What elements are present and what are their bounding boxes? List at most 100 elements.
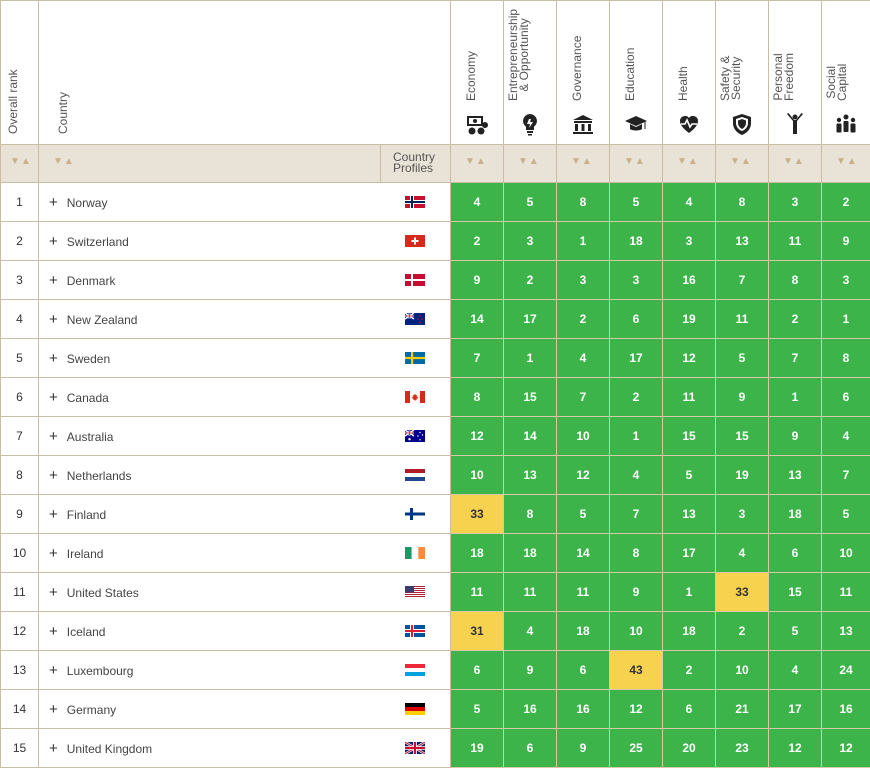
country-profile-cell[interactable] xyxy=(381,534,451,573)
country-cell[interactable]: + Ireland xyxy=(39,534,381,573)
country-profile-cell[interactable] xyxy=(381,573,451,612)
country-name[interactable]: United Kingdom xyxy=(67,742,152,756)
country-cell[interactable]: + New Zealand xyxy=(39,300,381,339)
country-name[interactable]: United States xyxy=(67,586,139,600)
switzerland-flag-icon[interactable] xyxy=(405,235,425,247)
country-name[interactable]: Sweden xyxy=(67,352,110,366)
norway-flag-icon[interactable] xyxy=(405,196,425,208)
country-cell[interactable]: + Netherlands xyxy=(39,456,381,495)
country-name[interactable]: Iceland xyxy=(67,625,106,639)
country-name[interactable]: Luxembourg xyxy=(67,664,134,678)
country-name[interactable]: Switzerland xyxy=(67,235,129,249)
country-cell[interactable]: +Norway xyxy=(39,183,381,222)
country-profile-cell[interactable] xyxy=(381,651,451,690)
expand-plus-icon[interactable]: + xyxy=(49,740,58,757)
country-cell[interactable]: + United States xyxy=(39,573,381,612)
country-profile-cell[interactable] xyxy=(381,378,451,417)
canada-flag-icon[interactable] xyxy=(405,391,425,403)
country-profile-cell[interactable] xyxy=(381,690,451,729)
country-name[interactable]: New Zealand xyxy=(67,313,138,327)
australia-flag-icon[interactable] xyxy=(405,430,425,442)
health-header[interactable]: Health xyxy=(663,1,716,145)
expand-plus-icon[interactable]: + xyxy=(49,311,58,328)
sweden-flag-icon[interactable] xyxy=(405,352,425,364)
expand-plus-icon[interactable]: + xyxy=(49,662,58,679)
sort-safety-toggle[interactable]: ▼▲ xyxy=(730,156,752,167)
entrepreneurship-header[interactable]: Entrepreneurship & Opportunity xyxy=(504,1,557,145)
education-header[interactable]: Education xyxy=(610,1,663,145)
expand-plus-icon[interactable]: + xyxy=(49,350,58,367)
country-cell[interactable]: + Iceland xyxy=(39,612,381,651)
expand-plus-icon[interactable]: + xyxy=(49,545,58,562)
country-profile-cell[interactable] xyxy=(381,183,451,222)
germany-flag-icon[interactable] xyxy=(405,703,425,715)
sort-health-toggle[interactable]: ▼▲ xyxy=(677,156,699,167)
country-profile-cell[interactable] xyxy=(381,222,451,261)
finland-flag-icon[interactable] xyxy=(405,508,425,520)
country-cell[interactable]: +Germany xyxy=(39,690,381,729)
expand-plus-icon[interactable]: + xyxy=(49,428,58,445)
expand-plus-icon[interactable]: + xyxy=(49,389,58,406)
country-name[interactable]: Netherlands xyxy=(67,469,132,483)
expand-plus-icon[interactable]: + xyxy=(49,506,58,523)
sort-economy-toggle[interactable]: ▼▲ xyxy=(465,156,487,167)
country-cell[interactable]: + Sweden xyxy=(39,339,381,378)
country-name[interactable]: Finland xyxy=(67,508,106,522)
sort-country-toggle[interactable]: ▼▲ xyxy=(53,156,75,167)
sort-education-toggle[interactable]: ▼▲ xyxy=(624,156,646,167)
country-profile-cell[interactable] xyxy=(381,339,451,378)
governance-header[interactable]: Governance xyxy=(557,1,610,145)
country-cell[interactable]: +Switzerland xyxy=(39,222,381,261)
expand-plus-icon[interactable]: + xyxy=(49,467,58,484)
expand-plus-icon[interactable]: + xyxy=(49,584,58,601)
sort-entrepreneurship-toggle[interactable]: ▼▲ xyxy=(518,156,540,167)
country-name[interactable]: Norway xyxy=(67,196,108,210)
country-cell[interactable]: + Finland xyxy=(39,495,381,534)
denmark-flag-icon[interactable] xyxy=(405,274,425,286)
country-profile-cell[interactable] xyxy=(381,456,451,495)
country-name[interactable]: Canada xyxy=(67,391,109,405)
economy-header[interactable]: Economy xyxy=(451,1,504,145)
sort-rank-toggle[interactable]: ▼▲ xyxy=(10,156,32,167)
country-profile-cell[interactable] xyxy=(381,417,451,456)
country-name[interactable]: Ireland xyxy=(67,547,104,561)
expand-plus-icon[interactable]: + xyxy=(49,623,58,640)
country-cell[interactable]: + Denmark xyxy=(39,261,381,300)
ireland-flag-icon[interactable] xyxy=(405,547,425,559)
social-capital-header[interactable]: Social Capital xyxy=(822,1,870,145)
country-profile-cell[interactable] xyxy=(381,300,451,339)
country-cell[interactable]: + Australia xyxy=(39,417,381,456)
country-cell[interactable]: + Luxembourg xyxy=(39,651,381,690)
safety-security-header[interactable]: Safety & Security xyxy=(716,1,769,145)
new-zealand-flag-icon[interactable] xyxy=(405,313,425,325)
netherlands-flag-icon[interactable] xyxy=(405,469,425,481)
country-cell[interactable]: + United Kingdom xyxy=(39,729,381,768)
country-profile-cell[interactable] xyxy=(381,261,451,300)
expand-plus-icon[interactable]: + xyxy=(49,272,58,289)
luxembourg-flag-icon[interactable] xyxy=(405,664,425,676)
sort-freedom-toggle[interactable]: ▼▲ xyxy=(783,156,805,167)
country-cell[interactable]: + Canada xyxy=(39,378,381,417)
sort-governance-toggle[interactable]: ▼▲ xyxy=(571,156,593,167)
personal-freedom-header[interactable]: Personal Freedom xyxy=(769,1,822,145)
iceland-flag-icon[interactable] xyxy=(405,625,425,637)
country-name[interactable]: Denmark xyxy=(67,274,116,288)
united-kingdom-flag-icon[interactable] xyxy=(405,742,425,754)
country-name[interactable]: Australia xyxy=(67,430,114,444)
country-profile-cell[interactable] xyxy=(381,729,451,768)
country-name[interactable]: Germany xyxy=(67,703,116,717)
country-profile-cell[interactable] xyxy=(381,612,451,651)
